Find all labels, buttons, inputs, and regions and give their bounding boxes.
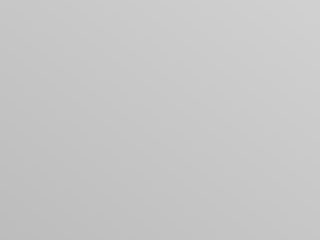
Ellipse shape <box>109 54 126 61</box>
Text: Developmental biology:: Developmental biology: <box>106 9 227 18</box>
Text: 1: 1 <box>303 226 312 239</box>
Text: * larva: eat and grow: * larva: eat and grow <box>181 100 272 109</box>
Text: prepupa: prepupa <box>27 175 44 179</box>
Text: FlyBase: FlyBase <box>124 208 141 212</box>
Text: female: female <box>45 41 60 45</box>
Text: (Drosophila: (Drosophila <box>181 191 229 200</box>
Ellipse shape <box>113 58 132 68</box>
Text: 1st instar larva: 1st instar larva <box>158 131 189 135</box>
Ellipse shape <box>34 159 54 171</box>
Ellipse shape <box>26 98 41 120</box>
FancyBboxPatch shape <box>10 26 181 218</box>
Text: is a: is a <box>222 191 240 200</box>
Text: insect): insect) <box>236 203 267 212</box>
Ellipse shape <box>142 119 157 126</box>
Ellipse shape <box>67 194 96 204</box>
Text: larvae grow out to form: larvae grow out to form <box>181 141 283 150</box>
Text: embryo: embryo <box>158 90 174 95</box>
Text: male: male <box>119 41 129 45</box>
Text: 3rd instar larva: 3rd instar larva <box>59 208 91 212</box>
Text: * pupa: structures in: * pupa: structures in <box>181 126 269 135</box>
Text: Drosophila segmentation and repeated units: Drosophila segmentation and repeated uni… <box>65 18 268 27</box>
Ellipse shape <box>52 52 69 58</box>
Text: metamorphosis: metamorphosis <box>214 155 281 164</box>
Text: February 04: February 04 <box>6 230 44 235</box>
Text: holometabolous: holometabolous <box>181 203 248 212</box>
Text: pupa: pupa <box>21 121 32 125</box>
Ellipse shape <box>44 56 68 66</box>
Text: The life cycle of Drosophila melanogaster: The life cycle of Drosophila melanogaste… <box>40 32 150 37</box>
Ellipse shape <box>134 161 153 169</box>
Text: * egg:: * egg: <box>181 69 210 78</box>
Ellipse shape <box>145 85 155 90</box>
Text: generate the system: generate the system <box>207 69 297 78</box>
Text: 2nd instar larva: 2nd instar larva <box>157 173 189 177</box>
Text: adult fly:: adult fly: <box>181 155 221 164</box>
Ellipse shape <box>40 52 59 58</box>
